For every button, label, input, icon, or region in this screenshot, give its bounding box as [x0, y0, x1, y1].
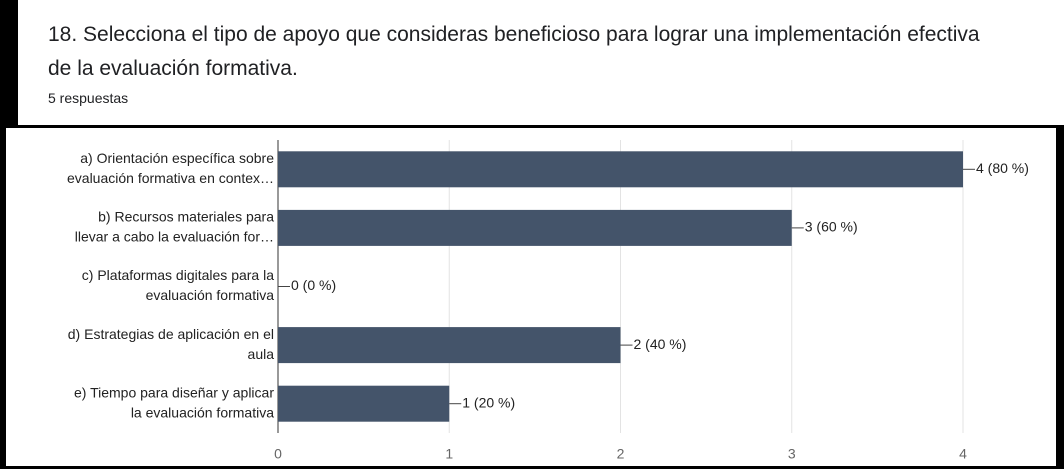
- response-count: 5 respuestas: [48, 90, 129, 106]
- category-label: e) Tiempo para diseñar y aplicar: [74, 384, 274, 400]
- category-label: c) Plataformas digitales para la: [82, 267, 274, 283]
- category-label: evaluación formativa: [146, 287, 275, 303]
- category-label: b) Recursos materiales para: [98, 209, 274, 225]
- x-tick-label: 2: [617, 446, 625, 462]
- data-label: 2 (40 %): [634, 336, 687, 352]
- bar: [278, 385, 450, 422]
- category-label: d) Estrategias de aplicación en el: [68, 326, 274, 342]
- x-tick-label: 1: [445, 446, 453, 462]
- data-label: 4 (80 %): [976, 160, 1029, 176]
- bar: [278, 209, 792, 246]
- bar: [278, 327, 621, 364]
- bar: [278, 151, 963, 188]
- header-panel: [18, 0, 1064, 125]
- x-tick-label: 3: [788, 446, 796, 462]
- category-label: aula: [248, 346, 275, 362]
- category-label: llevar a cabo la evaluación for…: [75, 229, 274, 245]
- category-label: la evaluación formativa: [131, 404, 274, 420]
- question-title: 18. Selecciona el tipo de apoyo que cons…: [48, 23, 980, 80]
- category-label: a) Orientación específica sobre: [80, 150, 274, 166]
- data-label: 1 (20 %): [462, 394, 515, 410]
- data-label: 3 (60 %): [805, 219, 858, 235]
- category-label: evaluación formativa en contex…: [67, 170, 274, 186]
- x-tick-label: 0: [274, 446, 282, 462]
- x-tick-label: 4: [959, 446, 967, 462]
- data-label: 0 (0 %): [291, 277, 336, 293]
